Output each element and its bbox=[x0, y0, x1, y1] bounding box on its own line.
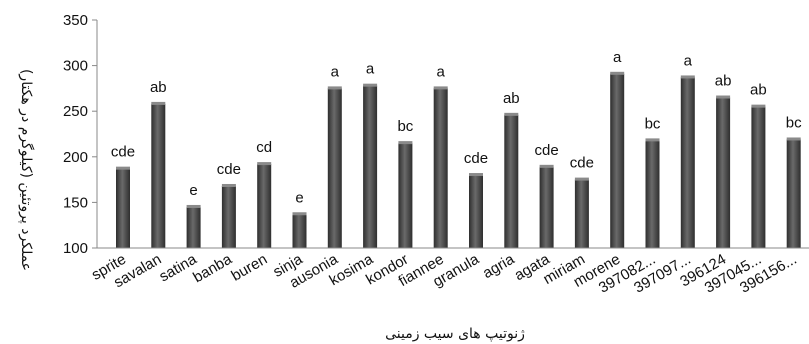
category-label: buren bbox=[228, 251, 270, 285]
bar bbox=[645, 140, 660, 248]
bar-top-bevel bbox=[186, 204, 201, 208]
bar bbox=[116, 168, 130, 248]
bar-top-bevel bbox=[116, 166, 130, 170]
bar-top-bevel bbox=[716, 95, 731, 99]
bar-letter-label: bc bbox=[397, 118, 413, 135]
bar-letter-label: cde bbox=[535, 142, 559, 159]
y-tick-label: 300 bbox=[63, 58, 88, 75]
y-tick-label: 350 bbox=[63, 12, 88, 29]
bar-letter-label: cde bbox=[570, 155, 594, 172]
bar-letter-label: bc bbox=[645, 115, 661, 132]
bar-letter-label: a bbox=[613, 49, 622, 66]
bar-letter-label: e bbox=[295, 189, 303, 206]
bar-top-bevel bbox=[645, 138, 660, 142]
bar-top-bevel bbox=[539, 164, 554, 168]
bar-top-bevel bbox=[151, 101, 166, 105]
bar-top-bevel bbox=[504, 112, 519, 116]
bar bbox=[751, 106, 766, 248]
y-tick-label: 200 bbox=[63, 149, 88, 166]
bar bbox=[257, 164, 272, 248]
bar-top-bevel bbox=[786, 137, 801, 141]
bar bbox=[610, 73, 625, 248]
bar bbox=[186, 206, 201, 248]
category-label: satina bbox=[156, 250, 200, 285]
x-axis-title: ژنوتیپ های سیب زمینی bbox=[385, 326, 525, 342]
bar-top-bevel bbox=[398, 141, 413, 145]
y-tick-label: 150 bbox=[63, 194, 88, 211]
bar-top-bevel bbox=[751, 104, 766, 108]
bar-letter-label: cde bbox=[111, 144, 135, 161]
bar-top-bevel bbox=[610, 71, 625, 75]
bar-top-bevel bbox=[363, 83, 378, 87]
bar-letter-label: a bbox=[331, 63, 340, 80]
bar-top-bevel bbox=[292, 212, 307, 216]
bar bbox=[539, 166, 554, 248]
bar bbox=[469, 175, 483, 248]
y-axis-title: عملکرد پروتئین (کیلوگرم در هکتار) bbox=[18, 69, 35, 271]
bar-letter-label: a bbox=[366, 61, 375, 78]
bar-top-bevel bbox=[221, 183, 236, 187]
y-axis-ticks: 100 150 200 250 300 350 bbox=[63, 12, 97, 257]
category-label: agria bbox=[480, 250, 518, 282]
bar bbox=[786, 139, 801, 248]
bar bbox=[433, 88, 448, 249]
bar bbox=[292, 214, 307, 248]
bar-letter-label: ab bbox=[150, 79, 167, 96]
bar bbox=[716, 97, 731, 249]
y-tick-label: 100 bbox=[63, 240, 88, 257]
bar-top-bevel bbox=[680, 75, 695, 79]
bar-letter-label: a bbox=[684, 52, 693, 69]
bar-letter-label: ab bbox=[750, 82, 767, 99]
bar-letter-label: a bbox=[437, 63, 446, 80]
bars bbox=[116, 71, 801, 249]
bar-top-bevel bbox=[327, 86, 342, 90]
bar-letter-label: ab bbox=[503, 90, 520, 107]
bar-letter-label: cd bbox=[256, 139, 272, 156]
bar-letter-label: bc bbox=[786, 114, 802, 131]
bar bbox=[398, 143, 413, 248]
bar bbox=[574, 179, 589, 248]
bar-top-bevel bbox=[574, 177, 589, 181]
y-tick-label: 250 bbox=[63, 103, 88, 120]
bar-top-bevel bbox=[433, 86, 448, 90]
bar bbox=[363, 85, 378, 248]
bar bbox=[151, 103, 166, 249]
bar-letter-label: ab bbox=[715, 73, 732, 90]
bar bbox=[504, 114, 519, 249]
bar-top-bevel bbox=[257, 162, 272, 166]
bar-letter-label: cde bbox=[464, 150, 488, 167]
bar-letter-label: e bbox=[189, 182, 197, 199]
bar bbox=[327, 88, 342, 249]
bar bbox=[680, 77, 695, 249]
bar-top-bevel bbox=[469, 173, 483, 177]
bar-letter-label: cde bbox=[217, 161, 241, 178]
category-label: banba bbox=[190, 250, 235, 286]
bar bbox=[221, 185, 236, 248]
